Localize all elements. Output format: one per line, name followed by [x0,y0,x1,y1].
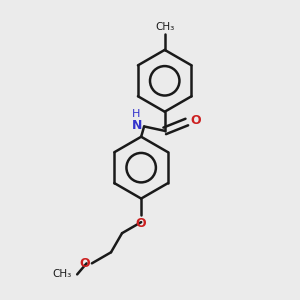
Text: H: H [132,109,140,119]
Text: CH₃: CH₃ [155,22,174,32]
Text: O: O [80,257,90,270]
Text: O: O [136,217,146,230]
Text: N: N [131,119,142,132]
Text: O: O [190,114,201,127]
Text: CH₃: CH₃ [52,269,71,279]
